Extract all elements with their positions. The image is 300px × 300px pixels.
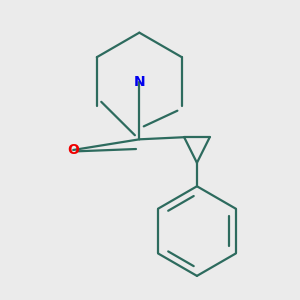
Text: N: N (134, 75, 145, 89)
Text: O: O (67, 143, 79, 157)
